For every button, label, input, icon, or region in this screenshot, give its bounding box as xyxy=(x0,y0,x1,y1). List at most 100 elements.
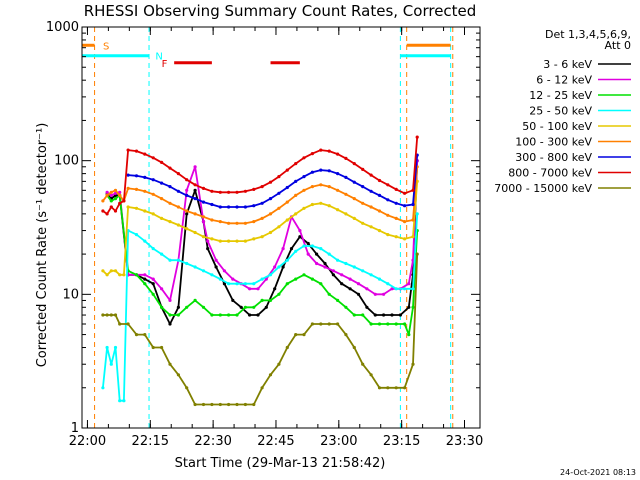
x-axis-label: Start Time (29-Mar-13 21:58:42) xyxy=(175,456,386,471)
data-point-25-50-kev xyxy=(235,282,239,286)
data-point-300-800-kev xyxy=(160,181,164,185)
data-point-12-25-kev xyxy=(310,277,314,281)
x-tick-label: 22:45 xyxy=(257,434,294,449)
data-point-50-100-kev xyxy=(151,212,155,216)
flag-label-s: S xyxy=(103,41,109,52)
data-point-7000-15000-kev xyxy=(415,252,419,256)
data-point-300-800-kev xyxy=(403,204,407,208)
data-point-6-12-kev xyxy=(222,269,226,273)
data-point-25-50-kev xyxy=(415,212,419,216)
data-point-7000-15000-kev xyxy=(235,402,239,407)
data-point-7000-15000-kev xyxy=(260,386,264,390)
data-point-3-6-kev xyxy=(373,313,377,317)
data-point-800-7000-kev xyxy=(168,166,172,170)
data-point-3-6-kev xyxy=(323,261,327,266)
data-point-7000-15000-kev xyxy=(243,402,247,407)
data-point-300-800-kev xyxy=(168,185,172,189)
data-point-300-800-kev xyxy=(277,191,281,195)
data-point-100-300-kev xyxy=(327,185,331,189)
data-point-50-100-kev xyxy=(260,235,264,239)
data-point-7000-15000-kev xyxy=(369,373,373,377)
data-point-3-6-kev xyxy=(382,313,386,317)
data-point-300-800-kev xyxy=(285,185,289,190)
data-point-100-300-kev xyxy=(101,199,105,203)
data-point-12-25-kev xyxy=(361,313,365,317)
data-point-800-7000-kev xyxy=(143,152,147,156)
data-point-100-300-kev xyxy=(352,197,356,201)
data-point-300-800-kev xyxy=(193,197,197,201)
timestamp: 24-Oct-2021 08:13 xyxy=(560,468,636,477)
flag-label-n: N xyxy=(155,52,162,63)
data-point-7000-15000-kev xyxy=(377,386,382,390)
data-point-50-100-kev xyxy=(361,221,365,225)
data-point-50-100-kev xyxy=(101,269,105,273)
data-point-3-6-kev xyxy=(407,305,411,309)
data-point-3-6-kev xyxy=(273,287,277,291)
data-point-3-6-kev xyxy=(176,305,180,309)
data-point-100-300-kev xyxy=(118,193,122,197)
data-point-3-6-kev xyxy=(356,292,361,296)
data-point-50-100-kev xyxy=(105,273,109,277)
data-point-12-25-kev xyxy=(285,282,289,286)
plot-frame xyxy=(81,26,481,429)
data-point-3-6-kev xyxy=(264,305,268,309)
data-point-7000-15000-kev xyxy=(227,402,231,407)
data-point-7000-15000-kev xyxy=(185,386,189,390)
data-point-800-7000-kev xyxy=(193,183,197,187)
data-point-800-7000-kev xyxy=(105,212,109,216)
data-point-25-50-kev xyxy=(377,277,382,281)
data-point-7000-15000-kev xyxy=(109,313,113,317)
data-point-50-100-kev xyxy=(109,269,113,273)
data-point-12-25-kev xyxy=(319,282,323,286)
data-point-300-800-kev xyxy=(268,197,273,201)
data-point-25-50-kev xyxy=(268,273,273,277)
data-point-800-7000-kev xyxy=(176,172,180,176)
data-point-100-300-kev xyxy=(160,197,164,201)
data-point-7000-15000-kev xyxy=(101,313,105,317)
data-point-25-50-kev xyxy=(151,247,155,251)
data-point-7000-15000-kev xyxy=(302,333,306,337)
data-point-800-7000-kev xyxy=(227,190,231,194)
data-point-7000-15000-kev xyxy=(310,322,314,326)
data-point-7000-15000-kev xyxy=(386,386,390,390)
data-point-300-800-kev xyxy=(260,201,264,205)
data-point-300-800-kev xyxy=(369,189,373,193)
data-point-100-300-kev xyxy=(168,201,172,205)
data-point-100-300-kev xyxy=(310,185,314,189)
legend-entry-label: 100 - 300 keV xyxy=(515,136,592,149)
data-point-800-7000-kev xyxy=(113,209,118,213)
data-point-25-50-kev xyxy=(294,249,298,253)
data-point-6-12-kev xyxy=(298,229,302,233)
data-point-100-300-kev xyxy=(243,221,247,225)
data-point-800-7000-kev xyxy=(268,180,273,184)
data-point-7000-15000-kev xyxy=(285,345,289,350)
legend-header-line: Det 1,3,4,5,6,9, xyxy=(545,28,631,41)
y-tick-label: 100 xyxy=(54,154,79,169)
data-point-100-300-kev xyxy=(302,188,306,192)
data-point-3-6-kev xyxy=(306,241,310,246)
data-point-6-12-kev xyxy=(160,287,164,291)
data-point-800-7000-kev xyxy=(285,168,289,172)
legend-entry-label: 50 - 100 keV xyxy=(522,120,592,133)
data-point-100-300-kev xyxy=(260,216,264,220)
data-point-300-800-kev xyxy=(151,178,155,182)
data-point-3-6-kev xyxy=(214,265,218,269)
data-point-50-100-kev xyxy=(185,227,189,231)
data-point-7000-15000-kev xyxy=(210,402,214,407)
plot-area: S NF 1 10 100 1000 22:00 22:15 22:30 22:45 23:00 23… xyxy=(46,20,483,449)
data-point-7000-15000-kev xyxy=(319,322,323,326)
data-point-100-300-kev xyxy=(151,192,155,196)
data-point-7000-15000-kev xyxy=(336,322,340,326)
data-point-800-7000-kev xyxy=(218,190,222,194)
x-tick-label: 22:30 xyxy=(194,434,231,449)
data-point-50-100-kev xyxy=(294,212,298,216)
chart-title: RHESSI Observing Summary Count Rates, Co… xyxy=(84,2,477,20)
data-point-25-50-kev xyxy=(143,239,147,243)
data-point-6-12-kev xyxy=(331,269,335,273)
data-point-12-25-kev xyxy=(386,322,390,326)
y-tick-label: 1000 xyxy=(46,20,79,35)
data-point-7000-15000-kev xyxy=(218,402,222,407)
data-point-12-25-kev xyxy=(193,298,197,302)
data-point-7000-15000-kev xyxy=(268,373,273,377)
data-point-12-25-kev xyxy=(134,273,139,277)
